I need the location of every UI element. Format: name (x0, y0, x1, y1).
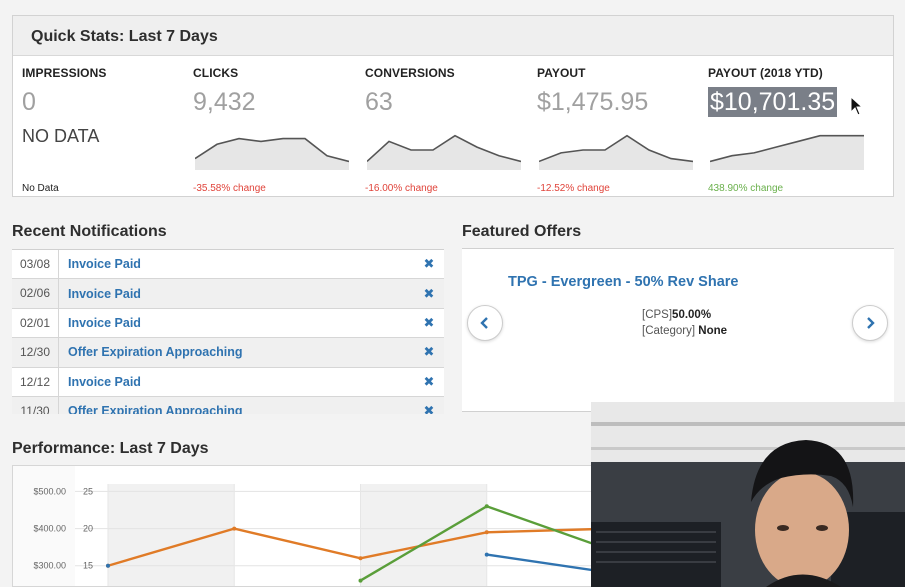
notifications-list: 03/08 Invoice Paid ✖ 02/06 Invoice Paid … (12, 249, 444, 414)
stat-label: PAYOUT (2018 YTD) (708, 66, 823, 80)
notification-date: 03/08 (12, 250, 59, 279)
stat-change: -12.52% change (537, 183, 610, 194)
series-point (484, 552, 489, 557)
list-item: 02/01 Invoice Paid ✖ (12, 308, 444, 339)
stat-conversions: CONVERSIONS 63 -16.00% change (365, 66, 535, 196)
notification-link[interactable]: Invoice Paid (68, 257, 141, 272)
y-left-tick-label: $400.00 (33, 524, 66, 534)
y-right-tick-label: 15 (83, 561, 93, 571)
notification-link[interactable]: Invoice Paid (68, 374, 141, 389)
list-item: 03/08 Invoice Paid ✖ (12, 250, 444, 280)
close-icon[interactable]: ✖ (423, 285, 435, 301)
list-item: 11/30 Offer Expiration Approaching ✖ (12, 396, 444, 414)
series-point (358, 556, 363, 561)
list-item: 12/30 Offer Expiration Approaching ✖ (12, 338, 444, 368)
series-point (484, 504, 489, 509)
sparkline-area (710, 135, 864, 170)
y-axis-band (13, 466, 75, 586)
performance-title: Performance: Last 7 Days (12, 440, 209, 457)
stat-change: -35.58% change (193, 183, 266, 194)
sparkline-area (539, 135, 693, 170)
chart-column-band (108, 484, 235, 586)
notification-date: 11/30 (12, 396, 59, 414)
notification-date: 02/06 (12, 279, 59, 308)
divider (462, 411, 602, 412)
offer-link[interactable]: TPG - Evergreen - 50% Rev Share (508, 274, 739, 290)
stat-payout-ytd: PAYOUT (2018 YTD) $10,701.35 438.90% cha… (708, 66, 878, 196)
clicks-sparkline (195, 137, 349, 170)
divider (462, 248, 894, 249)
performance-chart: $500.00 25 $400.00 20 $300.00 15 (13, 466, 611, 586)
sparkline-area (367, 135, 521, 170)
series-point (484, 530, 489, 535)
stat-value: 9,432 (193, 88, 256, 116)
list-item: 02/06 Invoice Paid ✖ (12, 279, 444, 309)
mouse-cursor-icon (850, 96, 864, 116)
quick-stats-panel: Quick Stats: Last 7 Days IMPRESSIONS 0 N… (12, 15, 894, 197)
sparkline-line (195, 137, 349, 163)
notification-link[interactable]: Invoice Paid (68, 315, 141, 330)
cps-label: [CPS] (642, 309, 673, 321)
y-left-tick-label: $300.00 (33, 561, 66, 571)
stat-value: 63 (365, 88, 393, 116)
series-point (232, 526, 237, 531)
category-value: None (698, 325, 728, 337)
notification-date: 02/01 (12, 308, 59, 338)
performance-chart-panel: $500.00 25 $400.00 20 $300.00 15 (12, 465, 612, 587)
notification-link[interactable]: Offer Expiration Approaching (68, 345, 243, 360)
sparkline-line (710, 134, 864, 163)
notification-link[interactable]: Offer Expiration Approaching (68, 404, 243, 414)
payout-sparkline (539, 134, 693, 170)
stat-label: IMPRESSIONS (22, 66, 107, 80)
chevron-left-icon (480, 317, 488, 329)
stat-value: $1,475.95 (537, 88, 649, 116)
stat-payout: PAYOUT $1,475.95 -12.52% change (537, 66, 707, 196)
series-point (106, 563, 110, 568)
no-data-text: NO DATA (22, 126, 100, 146)
cps-value: 50.00% (672, 309, 712, 321)
series-point (358, 578, 363, 583)
stat-change: No Data (22, 183, 59, 194)
stat-change: -16.00% change (365, 183, 438, 194)
sparkline-line (367, 134, 521, 163)
chevron-right-icon (867, 317, 875, 329)
stat-clicks: CLICKS 9,432 -35.58% change (193, 66, 363, 196)
sparkline-line (539, 134, 693, 163)
carousel-prev-button[interactable] (467, 305, 503, 341)
offer-details: [CPS]50.00% [Category] None (642, 307, 727, 339)
notification-date: 12/12 (12, 367, 59, 396)
stat-impressions: IMPRESSIONS 0 NO DATA No Data (22, 66, 192, 196)
notification-date: 12/30 (12, 338, 59, 367)
stat-label: PAYOUT (537, 66, 586, 80)
stat-label: CLICKS (193, 66, 239, 80)
category-label: [Category] (642, 325, 696, 337)
y-right-tick-label: 25 (83, 486, 93, 496)
stat-change: 438.90% change (708, 183, 784, 194)
close-icon[interactable]: ✖ (423, 373, 435, 389)
conversions-sparkline (367, 134, 521, 170)
stat-value-selected[interactable]: $10,701.35 (708, 87, 838, 117)
y-right-tick-label: 20 (83, 524, 93, 534)
presenter-video (591, 402, 905, 587)
notifications-title: Recent Notifications (12, 223, 167, 240)
close-icon[interactable]: ✖ (423, 256, 435, 272)
close-icon[interactable]: ✖ (423, 344, 435, 360)
featured-offers-title: Featured Offers (462, 223, 582, 240)
stat-label: CONVERSIONS (365, 66, 455, 80)
sparkline-area (195, 138, 349, 170)
close-icon[interactable]: ✖ (423, 314, 435, 330)
stat-value: 0 (22, 88, 36, 116)
featured-offers-carousel: TPG - Evergreen - 50% Rev Share [CPS]50.… (462, 249, 894, 412)
close-icon[interactable]: ✖ (423, 403, 435, 414)
carousel-next-button[interactable] (852, 305, 888, 341)
webcam-overlay (591, 402, 905, 587)
list-item: 12/12 Invoice Paid ✖ (12, 367, 444, 397)
y-left-tick-label: $500.00 (33, 486, 66, 496)
quick-stats-title: Quick Stats: Last 7 Days (13, 16, 893, 56)
payout-ytd-sparkline (710, 134, 864, 170)
notification-link[interactable]: Invoice Paid (68, 286, 141, 301)
